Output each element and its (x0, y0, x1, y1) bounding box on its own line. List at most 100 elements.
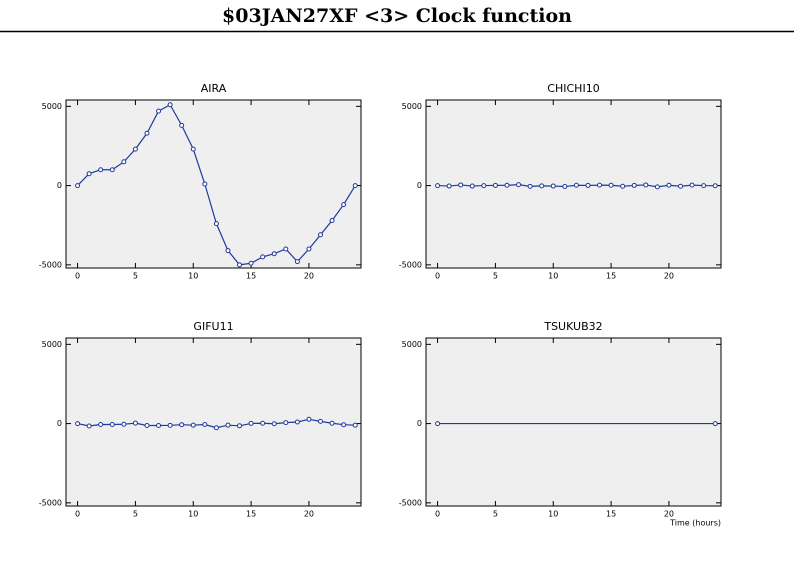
point (132, 420, 138, 426)
plot-area (65, 337, 362, 507)
point (712, 183, 718, 189)
x-tick-label: 20 (664, 510, 674, 519)
plot-area (425, 337, 722, 507)
x-tick-label: 15 (246, 272, 256, 281)
point (585, 182, 591, 188)
x-tick-label: 10 (188, 272, 198, 281)
point (225, 248, 231, 254)
y-tick-label: 5000 (402, 340, 422, 349)
point (481, 183, 487, 189)
point (86, 423, 92, 429)
point (75, 183, 81, 189)
x-tick-label: 0 (75, 272, 80, 281)
y-tick-label: 5000 (402, 102, 422, 111)
plot-area (425, 99, 722, 269)
point (75, 421, 81, 427)
x-tick-label: 0 (435, 272, 440, 281)
y-tick-label: 5000 (42, 102, 62, 111)
x-tick-label: 10 (548, 272, 558, 281)
x-tick-label: 0 (435, 510, 440, 519)
point (352, 183, 358, 189)
point (329, 420, 335, 426)
point (318, 232, 324, 238)
x-tick-label: 10 (188, 510, 198, 519)
point (132, 146, 138, 152)
point (271, 421, 277, 427)
y-tick-label: 0 (57, 181, 62, 190)
x-tick-label: 5 (133, 272, 138, 281)
point (573, 182, 579, 188)
point (237, 262, 243, 268)
point (248, 260, 254, 266)
point (202, 181, 208, 187)
point (260, 254, 266, 260)
x-tick-label: 5 (493, 272, 498, 281)
point (608, 182, 614, 188)
point (643, 182, 649, 188)
panel-title: AIRA (201, 82, 227, 95)
point (144, 130, 150, 136)
x-tick-label: 15 (246, 510, 256, 519)
point (458, 182, 464, 188)
x-tick-label: 20 (304, 272, 314, 281)
point (98, 422, 104, 428)
point (539, 183, 545, 189)
panel-title: GIFU11 (193, 320, 233, 333)
point (435, 421, 441, 427)
point (179, 122, 185, 128)
point (712, 421, 718, 427)
point (562, 184, 568, 190)
x-tick-label: 10 (548, 510, 558, 519)
point (213, 221, 219, 227)
y-tick-label: -5000 (39, 260, 62, 269)
point (283, 246, 289, 252)
point (109, 422, 115, 428)
point (237, 423, 243, 429)
x-tick-label: 5 (493, 510, 498, 519)
y-tick-label: 0 (417, 419, 422, 428)
point (121, 421, 127, 427)
page-title: $03JAN27XF <3> Clock function (222, 5, 572, 27)
point (631, 182, 637, 188)
point (352, 422, 358, 428)
point (167, 422, 173, 428)
point (654, 184, 660, 190)
panel-title: CHICHI10 (547, 82, 599, 95)
y-tick-label: 0 (57, 419, 62, 428)
point (329, 217, 335, 223)
point (86, 171, 92, 177)
point (341, 202, 347, 208)
point (213, 425, 219, 431)
point (109, 167, 115, 173)
point (294, 419, 300, 425)
point (225, 422, 231, 428)
point (666, 182, 672, 188)
point (678, 183, 684, 189)
x-tick-label: 0 (75, 510, 80, 519)
y-tick-label: 0 (417, 181, 422, 190)
point (98, 167, 104, 173)
y-tick-label: -5000 (399, 260, 422, 269)
point (283, 420, 289, 426)
point (689, 182, 695, 188)
point (167, 102, 173, 108)
point (469, 183, 475, 189)
y-tick-label: -5000 (399, 498, 422, 507)
point (202, 422, 208, 428)
x-tick-label: 5 (133, 510, 138, 519)
x-tick-label: 15 (606, 272, 616, 281)
x-tick-label: 20 (664, 272, 674, 281)
point (306, 246, 312, 252)
point (504, 182, 510, 188)
point (492, 182, 498, 188)
point (248, 420, 254, 426)
point (516, 182, 522, 188)
point (121, 159, 127, 165)
point (550, 183, 556, 189)
point (446, 183, 452, 189)
point (156, 108, 162, 114)
point (179, 422, 185, 428)
point (190, 422, 196, 428)
x-axis-label: Time (hours) (669, 519, 721, 528)
